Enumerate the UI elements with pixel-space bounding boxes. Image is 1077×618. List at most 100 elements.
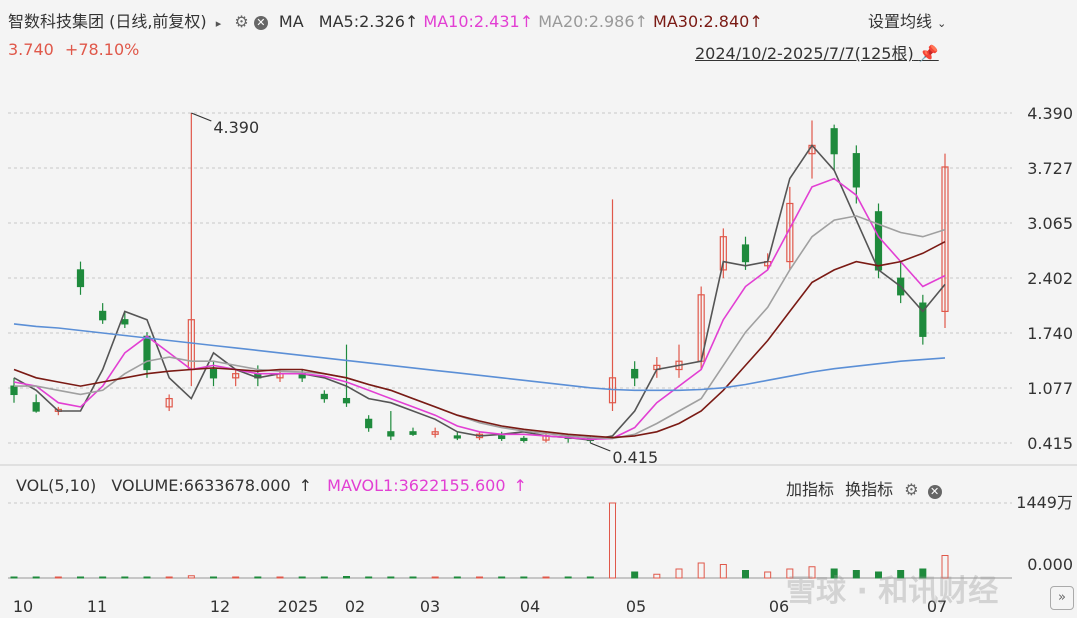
volume-bar <box>210 576 217 579</box>
x-tick-label: 02 <box>345 597 365 616</box>
candle <box>99 310 107 321</box>
price-line: 3.740 +78.10% <box>8 40 139 59</box>
candle <box>209 368 218 379</box>
volume-tick-label: 1449万 <box>1016 493 1073 512</box>
annotation-label: 0.415 <box>612 448 658 467</box>
settings-ma-label: 设置均线 <box>868 12 933 31</box>
x-tick-label: 2025 <box>278 597 319 616</box>
candle <box>320 393 328 400</box>
switch-indicator-button[interactable]: 换指标 <box>845 480 894 499</box>
volume-bar <box>808 566 816 579</box>
up-arrow-icon: ↑ <box>298 476 313 495</box>
vol-label: VOL(5,10) <box>16 476 97 495</box>
ma10-value: MA10:2.431 <box>423 12 520 31</box>
settings-ma-button[interactable]: 设置均线 ⌄ <box>868 8 946 32</box>
y-tick-label: 1.740 <box>1027 324 1073 343</box>
watermark: 雪球 · 和讯财经 <box>786 574 999 609</box>
stock-title: 智数科技集团 (日线,前复权) <box>8 12 207 31</box>
chart-header: 智数科技集团 (日线,前复权) ▸ ⚙ ✕ MA MA5:2.326↑ MA10… <box>8 8 763 32</box>
volume-bar <box>852 570 860 579</box>
volume-bar <box>631 571 639 579</box>
volume-bar <box>542 576 550 579</box>
volume-bar <box>453 576 461 579</box>
ma30-value: MA30:2.840 <box>653 12 750 31</box>
volume-bar <box>143 576 151 579</box>
up-arrow-icon: ↑ <box>513 476 527 495</box>
candle <box>165 397 173 408</box>
indicator-controls: 加指标 换指标 ⚙ ✕ <box>786 476 942 500</box>
candle <box>409 431 417 435</box>
candle <box>631 368 639 379</box>
ma-line-ma5 <box>13 144 946 441</box>
volume-bar <box>609 502 616 579</box>
volume-bar <box>365 576 373 579</box>
pin-icon[interactable]: 📌 <box>918 44 939 63</box>
volume-bar <box>121 576 129 579</box>
ma20-value: MA20:2.986 <box>538 12 635 31</box>
volume-bar <box>498 576 506 579</box>
volume-bar <box>276 576 284 579</box>
volume-bar <box>99 576 107 579</box>
ma-line-ma30 <box>13 240 946 439</box>
volume-bar <box>254 576 262 579</box>
annotation-arrow <box>191 112 212 122</box>
volume-bar <box>298 576 306 579</box>
volume-value: VOLUME:6633678.000 <box>111 476 291 495</box>
candle <box>852 153 860 188</box>
volume-header: VOL(5,10) VOLUME:6633678.000 ↑ MAVOL1:362… <box>16 476 527 495</box>
close-icon[interactable]: ✕ <box>927 485 942 499</box>
x-tick-label: 03 <box>420 597 440 616</box>
volume-bar <box>764 571 772 579</box>
ma-label: MA <box>278 12 304 31</box>
candle <box>10 385 18 396</box>
annotation-arrow <box>590 442 611 452</box>
y-tick-label: 3.065 <box>1027 214 1073 233</box>
add-indicator-button[interactable]: 加指标 <box>786 480 835 499</box>
ma5-value: MA5:2.326 <box>318 12 405 31</box>
scroll-right-icon[interactable]: » <box>1050 586 1074 610</box>
ma-line-ma10 <box>13 177 946 441</box>
candle <box>76 269 85 288</box>
volume-bar <box>875 571 882 579</box>
volume-bar <box>941 555 949 579</box>
candle <box>342 397 351 404</box>
x-tick-label: 04 <box>520 597 540 616</box>
up-arrow-icon: ↑ <box>634 12 648 31</box>
volume-bar <box>187 575 195 579</box>
volume-bar <box>476 576 483 579</box>
expand-arrow-icon[interactable]: ▸ <box>215 17 222 30</box>
volume-bar <box>343 576 350 579</box>
volume-bar <box>786 568 794 579</box>
candle <box>32 402 40 412</box>
change-percent: +78.10% <box>64 40 140 59</box>
date-range[interactable]: 2024/10/2-2025/7/7(125根) 📌 <box>695 40 939 64</box>
gear-icon[interactable]: ⚙ <box>234 12 249 31</box>
volume-bar <box>586 576 594 579</box>
date-range-text: 2024/10/2-2025/7/7(125根) <box>695 44 914 63</box>
up-arrow-icon: ↑ <box>519 12 534 31</box>
up-arrow-icon: ↑ <box>404 12 419 31</box>
candle <box>520 437 528 442</box>
candle <box>498 435 506 440</box>
x-tick-label: 11 <box>87 597 107 616</box>
volume-bar <box>32 576 40 579</box>
volume-bar <box>320 576 328 579</box>
candle <box>830 128 838 155</box>
volume-bar <box>387 576 395 579</box>
candle <box>919 302 927 337</box>
y-tick-label: 2.402 <box>1027 269 1073 288</box>
x-tick-label: 06 <box>769 597 789 616</box>
volume-bar <box>564 576 572 579</box>
candle <box>143 335 151 371</box>
gear-icon[interactable]: ⚙ <box>904 480 919 499</box>
chevron-down-icon: ⌄ <box>937 17 947 30</box>
volume-bar <box>431 576 439 579</box>
close-icon[interactable]: ✕ <box>253 16 268 30</box>
last-price: 3.740 <box>8 40 54 59</box>
candle <box>941 166 949 313</box>
volume-bar <box>830 568 838 579</box>
candle <box>121 319 129 325</box>
x-tick-label: 07 <box>927 597 947 616</box>
candle <box>741 244 750 263</box>
